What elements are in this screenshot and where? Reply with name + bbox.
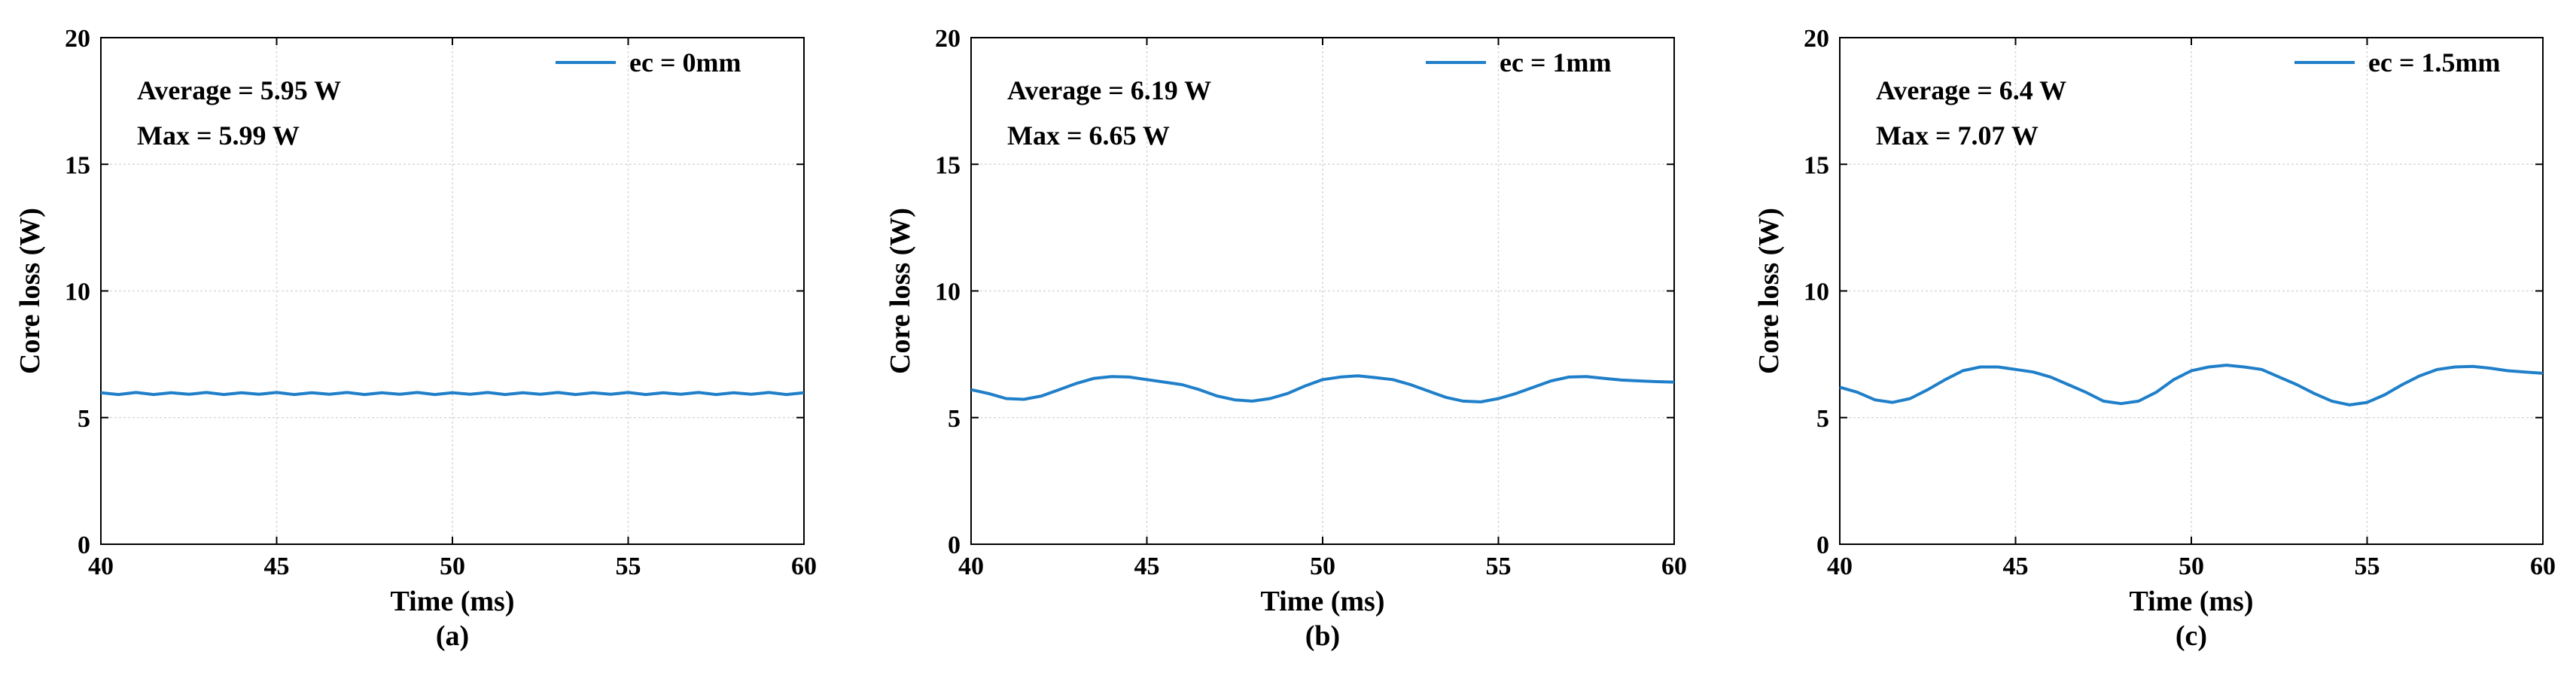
y-tick-label: 20 bbox=[65, 25, 90, 53]
y-tick-label: 0 bbox=[948, 531, 961, 559]
average-annotation: Average = 6.4 W bbox=[1876, 75, 2066, 105]
chart-panel-1: 40 45 50 55 60 0 5 10 15 20 Time (ms) Core loss (W)… bbox=[885, 25, 1687, 652]
x-tick-label: 45 bbox=[2003, 553, 2029, 580]
x-tick-label: 55 bbox=[2355, 553, 2380, 580]
x-tick-label: 60 bbox=[791, 553, 817, 580]
y-tick-label: 5 bbox=[948, 405, 961, 433]
y-axis-title: Core loss (W) bbox=[885, 208, 916, 374]
y-tick-label: 15 bbox=[1804, 151, 1829, 179]
x-tick-label: 50 bbox=[2179, 553, 2204, 580]
legend-label: ec = 1.5mm bbox=[2368, 47, 2500, 78]
x-tick-label: 60 bbox=[1661, 553, 1687, 580]
y-tick-label: 15 bbox=[935, 151, 961, 179]
max-annotation: Max = 5.99 W bbox=[137, 120, 300, 151]
series-line bbox=[1839, 364, 2544, 406]
x-tick-label: 55 bbox=[616, 553, 641, 580]
x-tick-label: 45 bbox=[264, 553, 290, 580]
panel-caption: (c) bbox=[2176, 620, 2207, 652]
y-tick-label: 5 bbox=[1816, 405, 1829, 433]
y-axis-title: Core loss (W) bbox=[14, 208, 46, 374]
x-tick-label: 40 bbox=[958, 553, 984, 580]
y-tick-label: 20 bbox=[1804, 25, 1829, 53]
y-tick-label: 5 bbox=[78, 405, 90, 433]
y-tick-label: 0 bbox=[1816, 531, 1829, 559]
chart-panel-2: 40 45 50 55 60 0 5 10 15 20 Time (ms) Core loss (W)… bbox=[1753, 25, 2556, 652]
y-axis-title: Core loss (W) bbox=[1753, 208, 1785, 374]
x-tick-label: 40 bbox=[1827, 553, 1853, 580]
x-tick-label: 50 bbox=[440, 553, 465, 580]
panel-caption: (a) bbox=[436, 620, 469, 652]
max-annotation: Max = 6.65 W bbox=[1007, 120, 1170, 151]
x-axis-title: Time (ms) bbox=[391, 586, 515, 617]
legend-label: ec = 0mm bbox=[629, 47, 741, 78]
x-tick-label: 50 bbox=[1310, 553, 1335, 580]
y-tick-label: 15 bbox=[65, 151, 90, 179]
average-annotation: Average = 5.95 W bbox=[137, 75, 341, 105]
series-line bbox=[100, 391, 805, 397]
panel-caption: (b) bbox=[1305, 620, 1340, 652]
x-axis-title: Time (ms) bbox=[2130, 586, 2254, 617]
average-annotation: Average = 6.19 W bbox=[1007, 75, 1211, 105]
x-axis-title: Time (ms) bbox=[1261, 586, 1385, 617]
y-tick-label: 20 bbox=[935, 25, 961, 53]
y-tick-label: 10 bbox=[65, 279, 90, 306]
y-tick-label: 10 bbox=[935, 279, 961, 306]
y-tick-label: 0 bbox=[78, 531, 90, 559]
chart-panel-0: 40 45 50 55 60 0 5 10 15 20 Time (ms) Core loss (W)… bbox=[14, 25, 817, 652]
x-tick-label: 60 bbox=[2530, 553, 2556, 580]
max-annotation: Max = 7.07 W bbox=[1876, 120, 2039, 151]
series-line bbox=[970, 374, 1675, 403]
y-tick-label: 10 bbox=[1804, 279, 1829, 306]
x-tick-label: 55 bbox=[1486, 553, 1512, 580]
legend-label: ec = 1mm bbox=[1500, 47, 1611, 78]
x-tick-label: 45 bbox=[1134, 553, 1160, 580]
x-tick-label: 40 bbox=[88, 553, 114, 580]
